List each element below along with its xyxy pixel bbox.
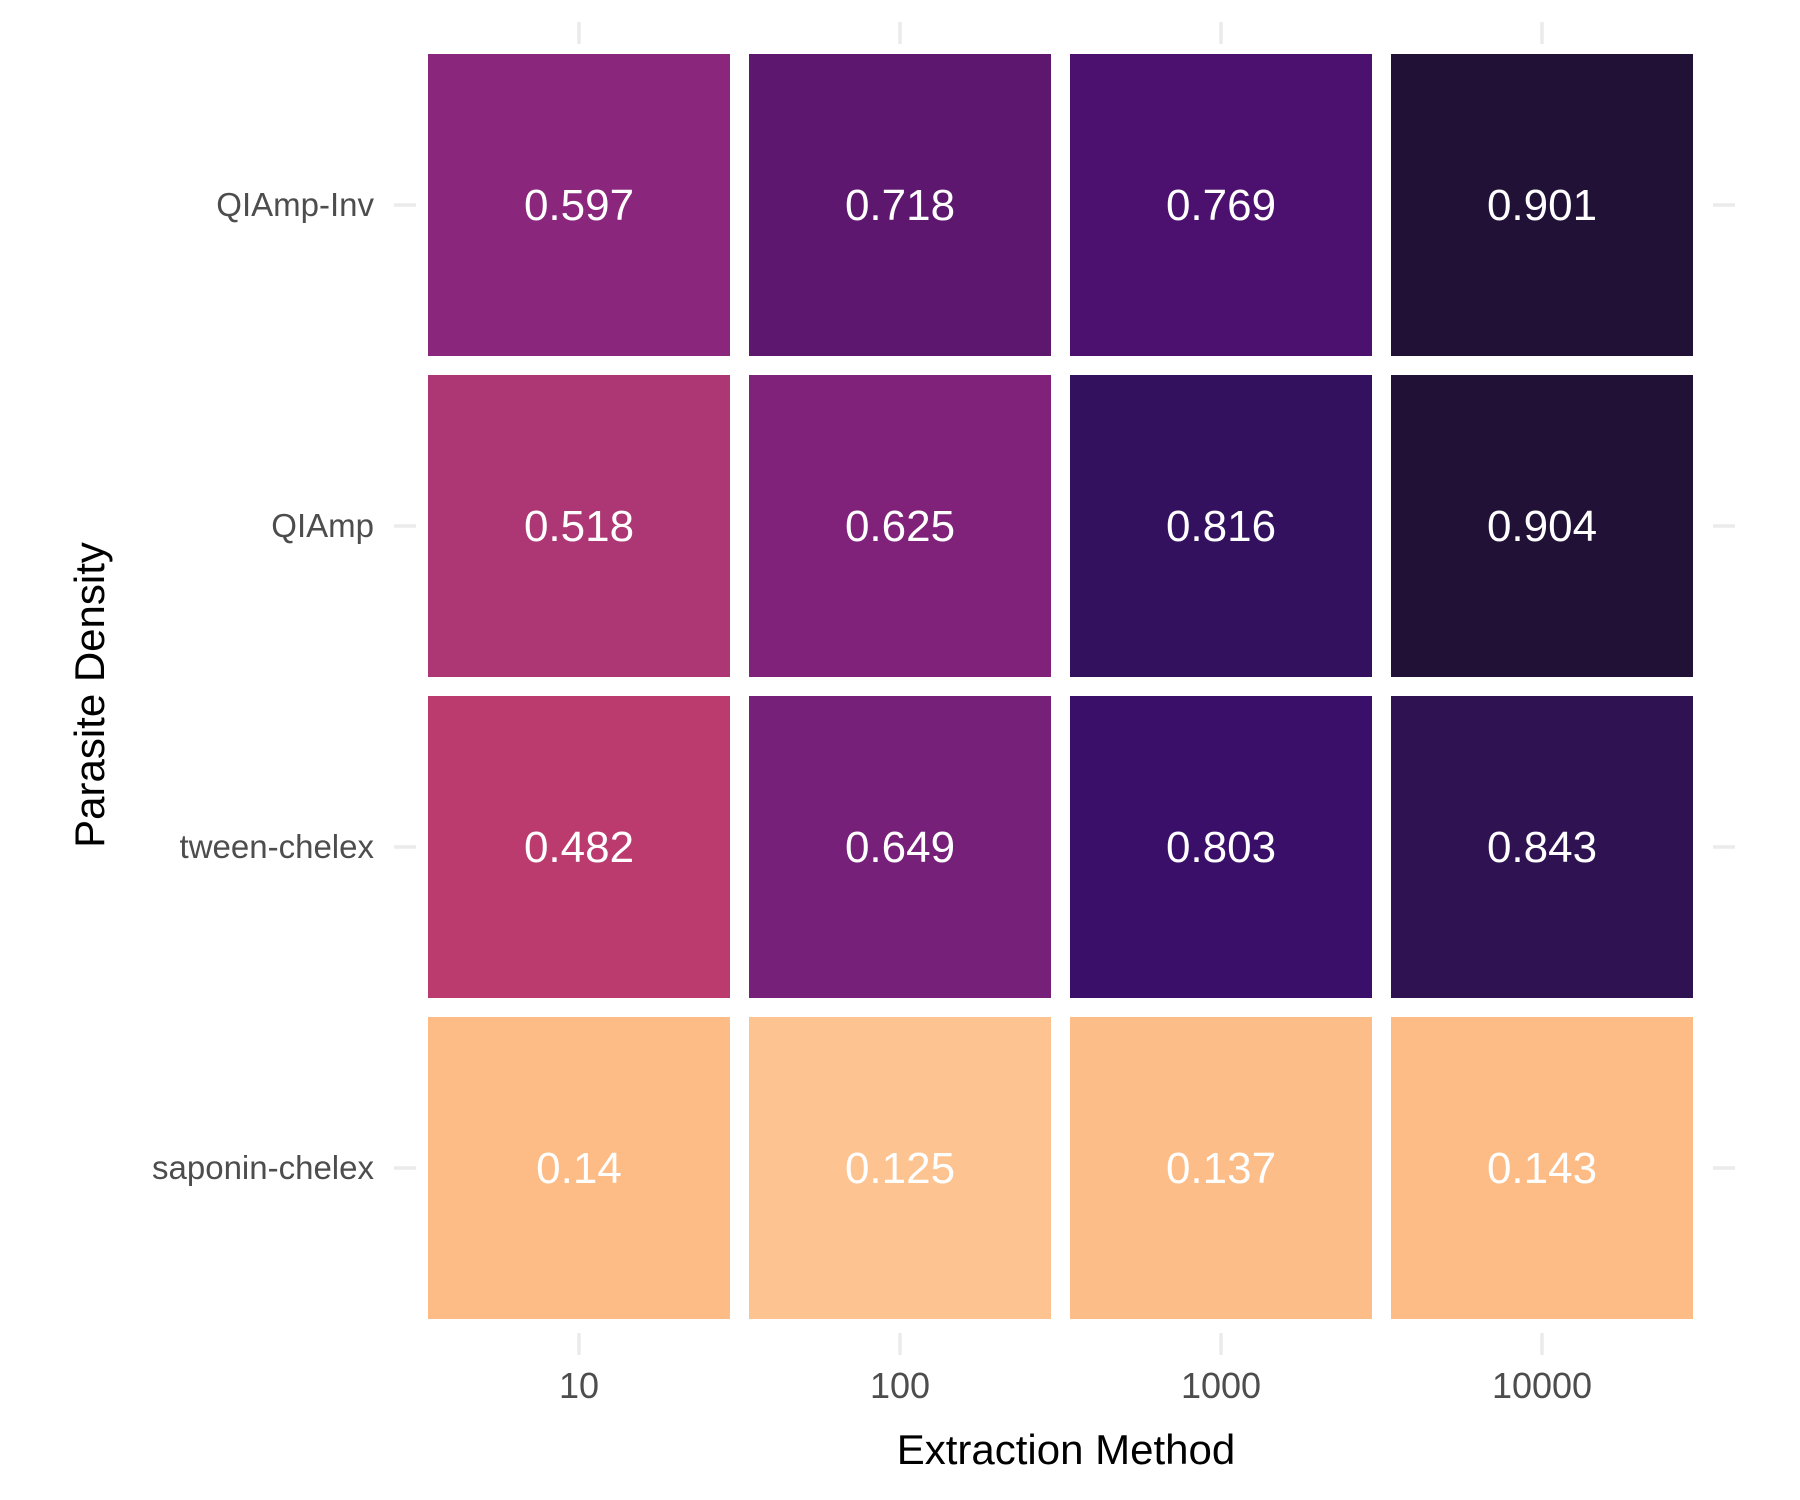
heatmap-cell-qiamp-inv-10 [428, 54, 730, 356]
cell-value-label: 0.482 [524, 823, 634, 872]
cell-value-label: 0.625 [845, 502, 955, 551]
heatmap-cell-qiamp-1000 [1070, 375, 1372, 677]
y-axis-title: Parasite Density [66, 542, 113, 848]
heatmap-cell-saponin-chelex-1000 [1070, 1017, 1372, 1319]
cell-value-label: 0.803 [1166, 823, 1276, 872]
cell-value-label: 0.597 [524, 181, 634, 230]
tick-marks [394, 22, 1735, 1355]
heatmap-cell-saponin-chelex-100 [749, 1017, 1051, 1319]
x-axis-title: Extraction Method [897, 1426, 1236, 1473]
y-tick-label: tween-chelex [180, 828, 375, 865]
heatmap-cell-tween-chelex-10 [428, 696, 730, 998]
cell-value-label: 0.143 [1487, 1144, 1597, 1193]
y-tick-label: QIAmp-Inv [216, 186, 374, 223]
x-axis-tick-labels: 10 100 1000 10000 [559, 1365, 1592, 1406]
y-tick-label: QIAmp [271, 507, 374, 544]
heatmap-cell-tween-chelex-10000 [1391, 696, 1693, 998]
x-tick-label: 1000 [1181, 1365, 1261, 1406]
cell-value-label: 0.649 [845, 823, 955, 872]
heatmap-cell-saponin-chelex-10000 [1391, 1017, 1693, 1319]
cell-value-label: 0.904 [1487, 502, 1597, 551]
cell-value-label: 0.718 [845, 181, 955, 230]
heatmap-cell-qiamp-10 [428, 375, 730, 677]
heatmap-cell-qiamp-inv-100 [749, 54, 1051, 356]
cell-value-label: 0.843 [1487, 823, 1597, 872]
x-tick-label: 100 [870, 1365, 930, 1406]
cell-value-label: 0.816 [1166, 502, 1276, 551]
cell-value-label: 0.14 [536, 1144, 622, 1193]
cell-value-label: 0.901 [1487, 181, 1597, 230]
x-tick-label: 10000 [1492, 1365, 1592, 1406]
heatmap-cell-tween-chelex-100 [749, 696, 1051, 998]
heatmap-cell-qiamp-inv-10000 [1391, 54, 1693, 356]
cell-value-label: 0.769 [1166, 181, 1276, 230]
heatmap-cell-qiamp-inv-1000 [1070, 54, 1372, 356]
cell-value-labels: 0.597 0.718 0.769 0.901 0.518 0.625 0.816 0.904… [524, 181, 1597, 1193]
heatmap-cell-qiamp-100 [749, 375, 1051, 677]
y-tick-label: saponin-chelex [152, 1149, 374, 1186]
heatmap-cell-qiamp-10000 [1391, 375, 1693, 677]
x-tick-label: 10 [559, 1365, 599, 1406]
cell-value-label: 0.518 [524, 502, 634, 551]
heatmap-cell-tween-chelex-1000 [1070, 696, 1372, 998]
heatmap-cells [428, 54, 1693, 1319]
y-axis-tick-labels: QIAmp-Inv QIAmp tween-chelex saponin-chelex [152, 186, 374, 1186]
cell-value-label: 0.137 [1166, 1144, 1276, 1193]
cell-value-label: 0.125 [845, 1144, 955, 1193]
heatmap-cell-saponin-chelex-10 [428, 1017, 730, 1319]
